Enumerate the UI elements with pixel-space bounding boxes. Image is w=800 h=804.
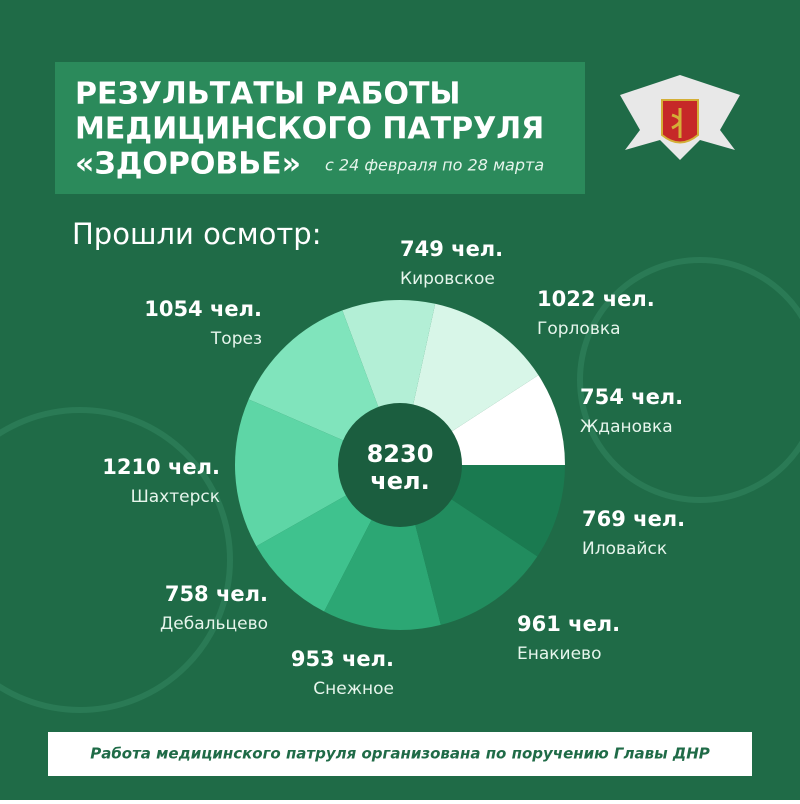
value-label: 1022 чел. — [537, 287, 655, 311]
footer-box — [48, 732, 752, 776]
pie-slice — [324, 465, 441, 630]
category-label: Дебальцево — [160, 614, 268, 634]
emblem — [620, 75, 740, 160]
decor — [0, 407, 233, 713]
title-box — [55, 62, 585, 194]
heading: Прошли осмотр: — [72, 217, 321, 251]
total-unit: чел. — [370, 467, 429, 495]
category-label: Ждановка — [580, 417, 673, 437]
footer: Работа медицинского патруля организована… — [90, 745, 710, 763]
pie — [235, 299, 565, 630]
subtitle: с 24 февраля по 28 марта — [325, 156, 544, 175]
category-label: Горловка — [537, 319, 621, 339]
value-label: 758 чел. — [165, 582, 268, 606]
category-label: Шахтерск — [131, 487, 220, 507]
value-label: 1054 чел. — [144, 297, 262, 321]
category-label: Снежное — [313, 679, 394, 699]
category-label: Кировское — [400, 269, 495, 289]
value-label: 754 чел. — [580, 385, 683, 409]
decor — [577, 257, 800, 503]
total: 8230 — [367, 440, 434, 468]
category-label: Торез — [210, 329, 262, 349]
value-label: 961 чел. — [517, 612, 620, 636]
center-hole — [338, 403, 462, 527]
value-label: 953 чел. — [291, 647, 394, 671]
pie-slice — [235, 399, 400, 547]
value-label: 1210 чел. — [102, 455, 220, 479]
title: РЕЗУЛЬТАТЫ РАБОТЫ — [75, 77, 461, 112]
title: «ЗДОРОВЬЕ» — [75, 147, 301, 182]
pie-slice — [342, 299, 436, 465]
title: МЕДИЦИНСКОГО ПАТРУЛЯ — [75, 112, 544, 147]
category-label: Иловайск — [582, 539, 667, 559]
value-label: 749 чел. — [400, 237, 503, 261]
value-label: 769 чел. — [582, 507, 685, 531]
category-label: Енакиево — [517, 644, 601, 664]
